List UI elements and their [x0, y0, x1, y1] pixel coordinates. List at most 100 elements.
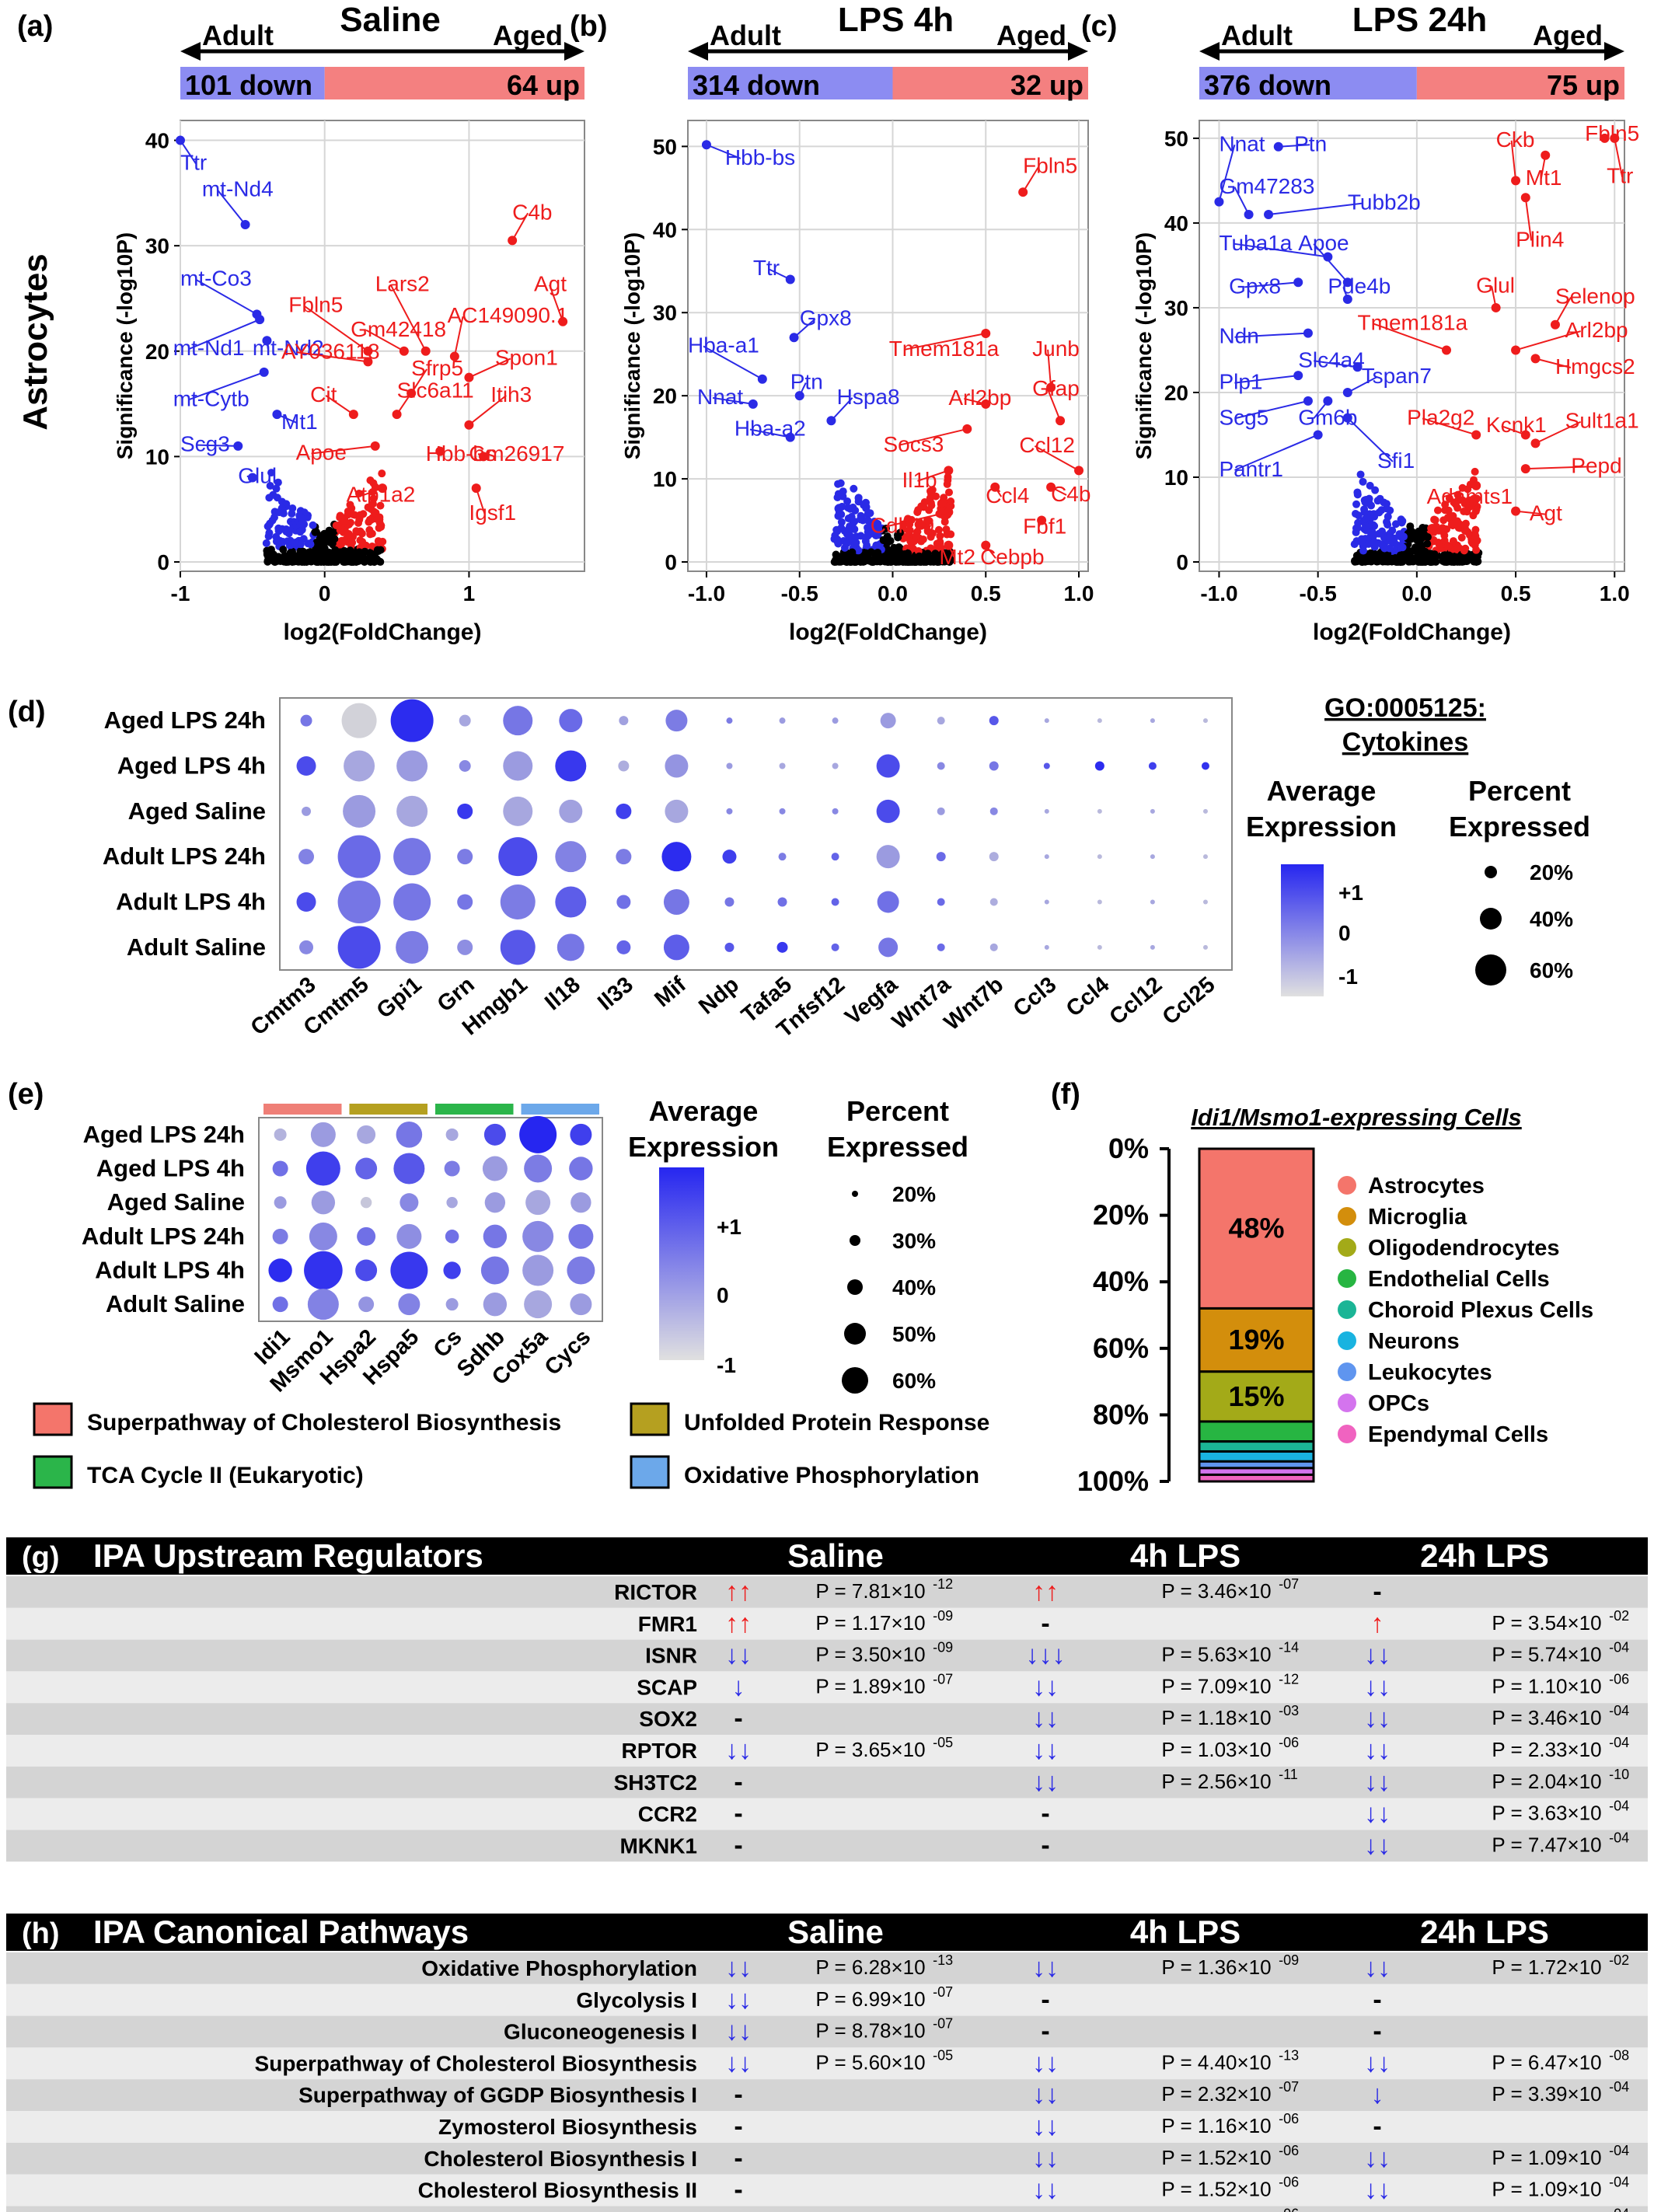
p-value-exponent: -06: [1279, 2143, 1299, 2158]
table-column-header: 4h LPS: [1130, 1914, 1240, 1950]
p-value-exponent: -08: [1609, 2047, 1629, 2063]
axis-label-y: Significance (-log10P): [1132, 232, 1156, 460]
data-point: [947, 530, 955, 539]
p-value: P = 5.63×10: [1161, 1643, 1271, 1666]
table-column-header: Saline: [787, 1914, 884, 1950]
table-row: [6, 2047, 1648, 2080]
table-column-header: 24h LPS: [1420, 1537, 1549, 1574]
p-value: P = 2.33×10: [1492, 1738, 1601, 1761]
p-value-exponent: -07: [1279, 1576, 1299, 1592]
expression-dot: [1094, 761, 1104, 771]
expression-dot: [443, 1261, 461, 1279]
data-point: [1361, 556, 1370, 565]
label-leader: [511, 212, 529, 241]
table-title: IPA Upstream Regulators: [93, 1537, 483, 1574]
direction-arrow: -: [1041, 1985, 1049, 2015]
data-point: [1429, 557, 1437, 566]
expression-dot: [724, 942, 735, 952]
data-point: [376, 546, 385, 554]
gene-label: Atp1a2: [347, 483, 416, 507]
expression-dot: [876, 754, 900, 778]
gene-label: AC149090.1: [448, 303, 569, 327]
row-name: Oxidative Phosphorylation: [421, 1956, 697, 1980]
data-point: [321, 537, 330, 546]
up-count: 75 up: [1547, 69, 1620, 101]
legend-label: Endothelial Cells: [1368, 1267, 1550, 1292]
gene-label: Sult1a1: [1565, 409, 1639, 433]
arrow-head-left: [180, 42, 201, 61]
label-leader: [549, 284, 564, 323]
down-count: 101 down: [185, 69, 312, 101]
direction-arrow: -: [1041, 2017, 1049, 2046]
row-name: Zymosterol Biosynthesis: [438, 2115, 697, 2139]
arrow-label-left: Adult: [202, 19, 274, 51]
data-point: [296, 528, 305, 536]
p-value: P = 7.09×10: [1161, 1674, 1271, 1697]
data-point: [1359, 477, 1367, 486]
data-point: [860, 557, 869, 566]
tick-label-y: 0: [665, 550, 677, 574]
pathway-legend-swatch: [33, 1402, 73, 1436]
panel-letter: (a): [17, 10, 53, 43]
data-point: [1398, 543, 1407, 552]
expression-dot: [483, 1292, 508, 1317]
data-point: [1350, 540, 1359, 549]
expression-dot: [307, 1289, 339, 1321]
chart-title: Saline: [340, 1, 441, 39]
gene-label: Gm26917: [469, 441, 564, 466]
p-value: P = 3.65×10: [815, 1738, 925, 1761]
label-leader: [749, 428, 790, 438]
pathway-legend-label: Superpathway of Cholesterol Biosynthesis: [87, 1410, 561, 1436]
label-leader: [1535, 420, 1582, 445]
direction-arrow: ↓↓: [725, 1736, 752, 1765]
table-row: [6, 2015, 1648, 2048]
p-value-exponent: -02: [1609, 1608, 1629, 1624]
expression-dot: [357, 1226, 376, 1246]
data-point: [904, 549, 912, 557]
tick-label-y: 20%: [1093, 1199, 1149, 1231]
tick-label-y: 0: [1176, 550, 1188, 574]
row-label: Adult LPS 24h: [103, 843, 266, 870]
table-header: [6, 1914, 1648, 1951]
data-point: [923, 516, 932, 525]
table-row: [6, 1607, 1648, 1640]
label-leader: [1022, 166, 1040, 193]
row-label: Adult Saline: [127, 933, 266, 961]
data-point: [1469, 511, 1478, 520]
data-point: [347, 558, 356, 566]
p-value-exponent: -13: [933, 1952, 953, 1968]
label-leader: [311, 445, 375, 455]
data-point: [332, 522, 340, 530]
expression-dot: [832, 717, 839, 724]
expression-dot: [1150, 718, 1155, 724]
label-leader: [1491, 286, 1497, 309]
expression-dot: [616, 849, 632, 865]
expression-dot: [1202, 944, 1208, 950]
table-title: IPA Canonical Pathways: [93, 1914, 469, 1950]
tick-label-y: 40: [1164, 211, 1188, 236]
data-point: [912, 532, 920, 540]
expression-dot: [483, 1123, 506, 1146]
data-point: [1449, 537, 1457, 546]
p-value-exponent: -13: [1279, 2047, 1299, 2063]
data-point: [832, 550, 840, 559]
data-point: [927, 490, 936, 498]
direction-arrow: -: [734, 1704, 742, 1733]
label-leader: [1234, 187, 1250, 215]
data-point: [1467, 556, 1476, 564]
data-point: [1457, 533, 1466, 542]
tick-label-y: 10: [145, 445, 169, 469]
data-point: [895, 543, 903, 551]
side-label: Astrocytes: [16, 253, 54, 430]
gene-label: Ttr: [753, 256, 780, 280]
data-point: [1472, 546, 1481, 554]
expression-dot: [296, 892, 316, 912]
direction-arrow: ↑: [1371, 1609, 1384, 1638]
data-point: [348, 539, 357, 547]
gene-label: Glul: [1476, 273, 1515, 297]
data-point: [266, 482, 274, 490]
p-value-exponent: -04: [1609, 1703, 1629, 1718]
data-point: [1352, 500, 1361, 508]
table-row: [6, 1703, 1648, 1735]
gene-label: Pantr1: [1219, 457, 1283, 481]
